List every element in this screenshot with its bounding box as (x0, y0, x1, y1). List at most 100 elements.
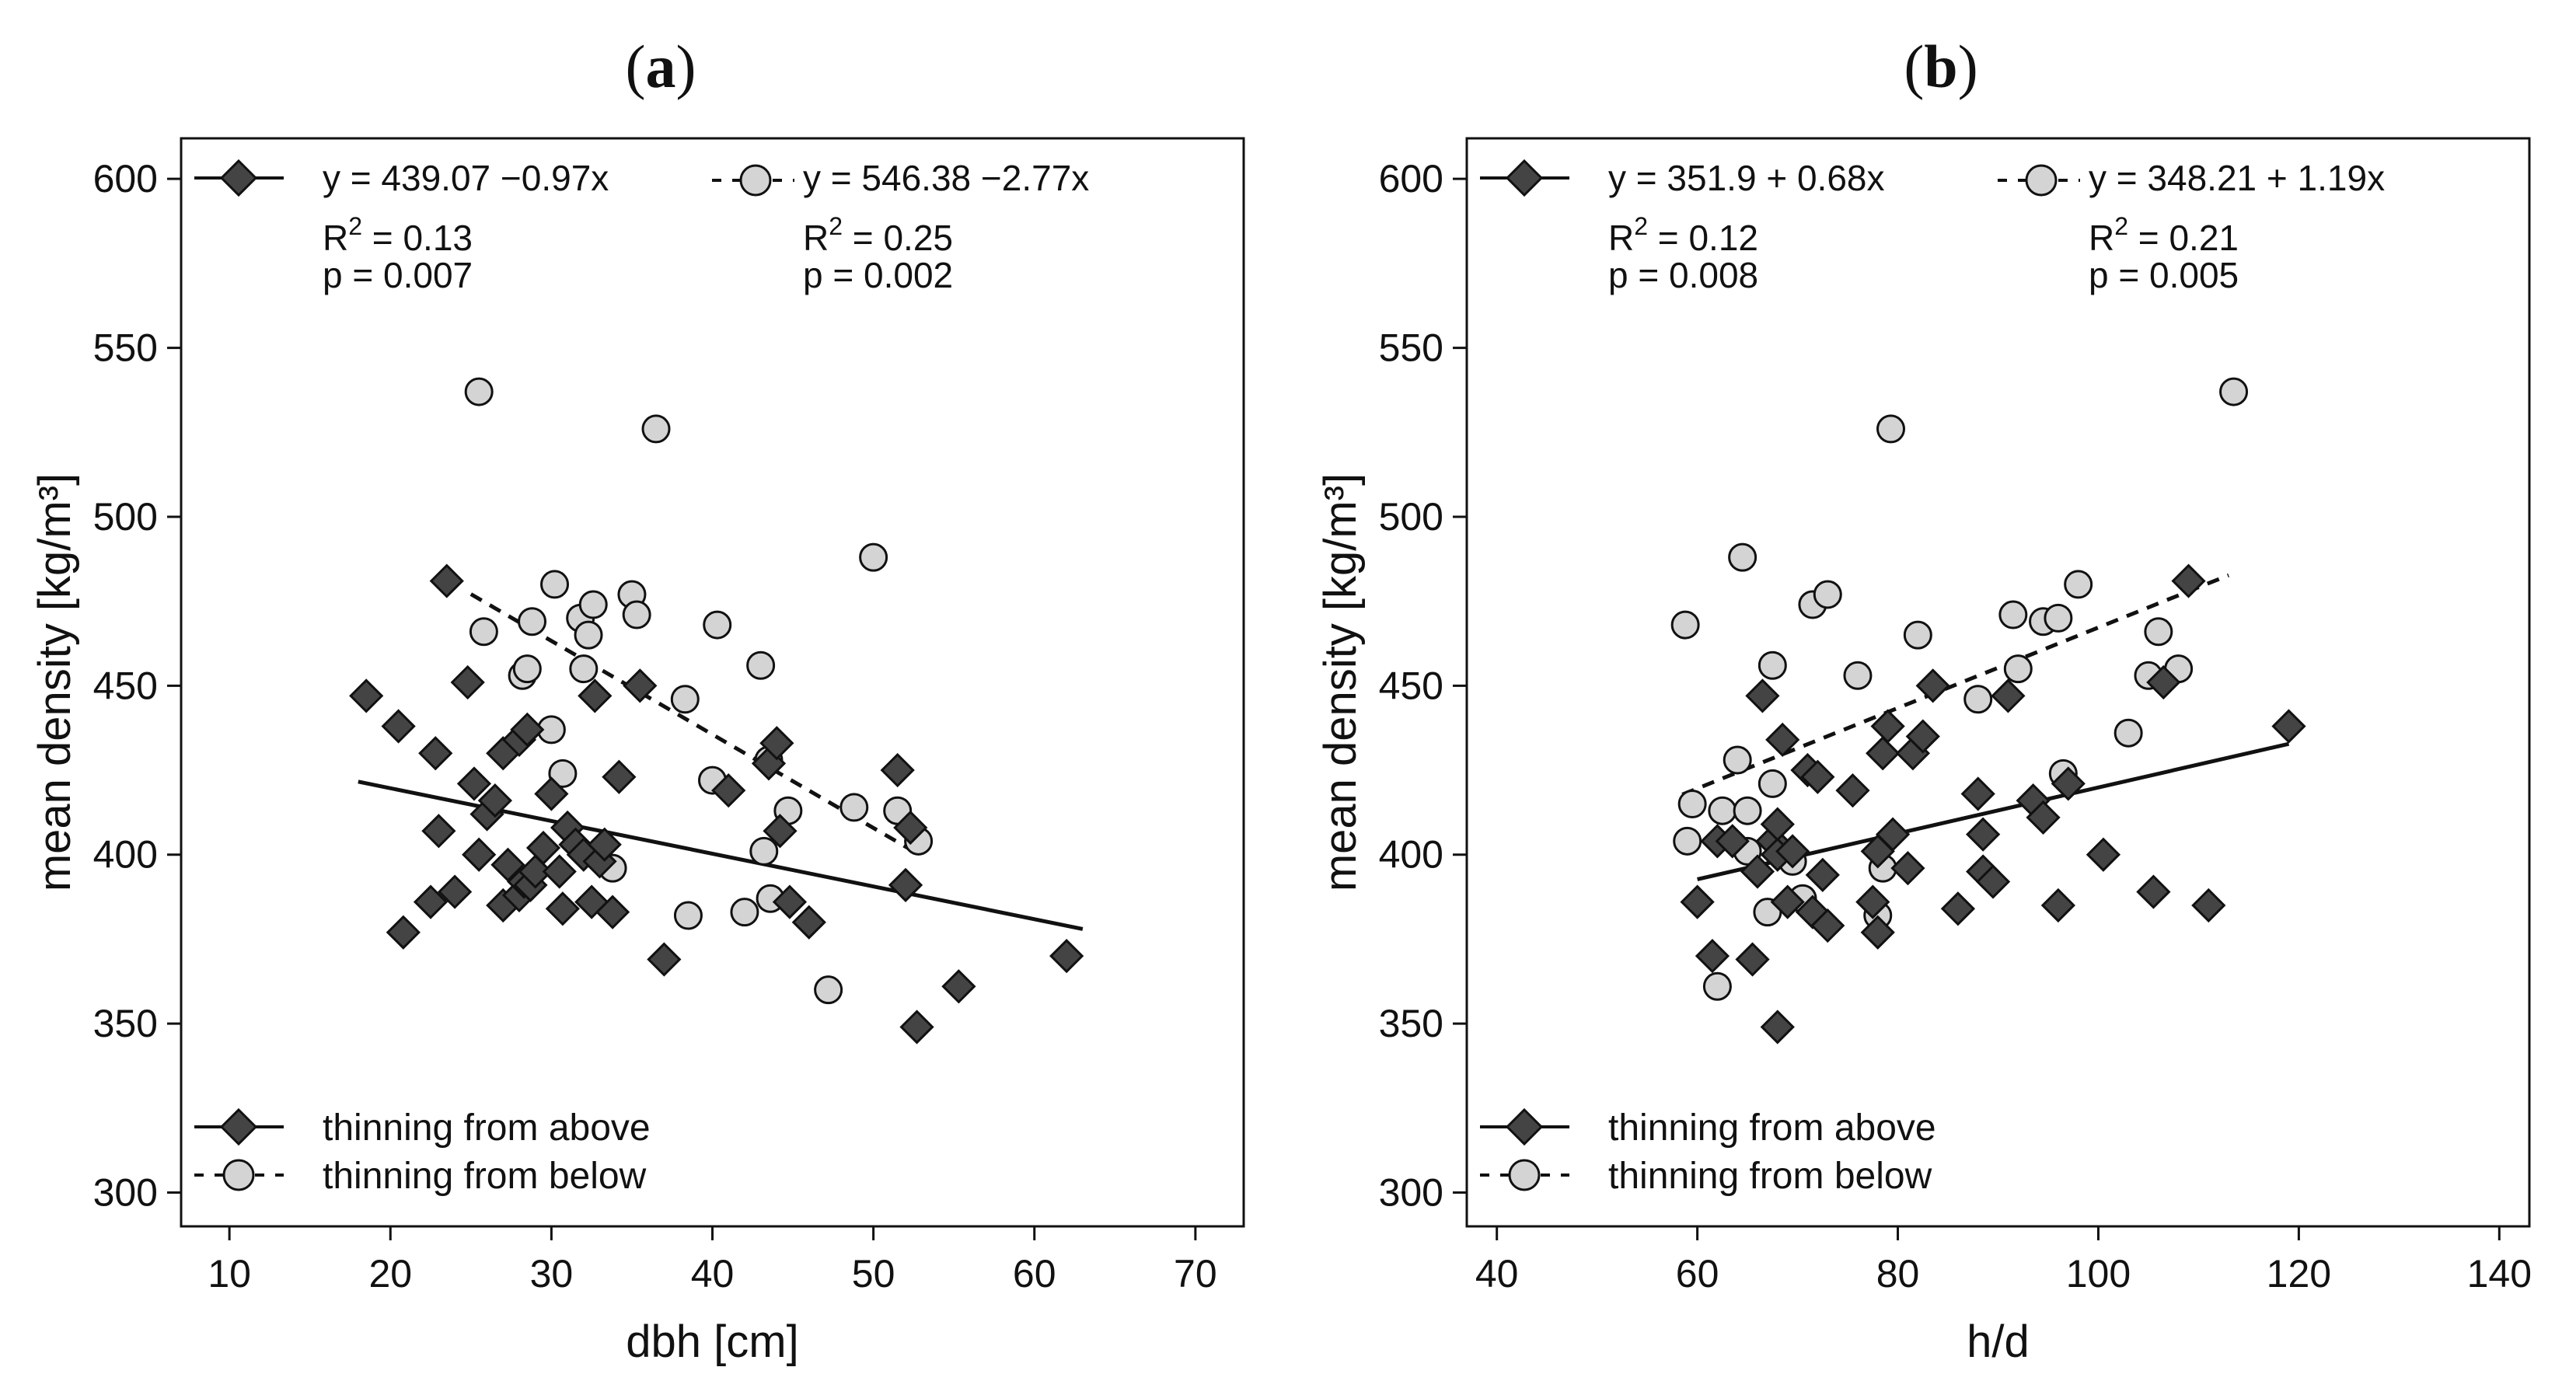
equation-marker-diamond (1505, 159, 1544, 197)
x-tick-label: 80 (1876, 1252, 1920, 1296)
x-tick-label: 140 (2467, 1252, 2532, 1296)
point-thinning-from-above (477, 783, 513, 818)
point-thinning-from-above (1715, 824, 1750, 859)
y-axis-label: mean density [kg/m³] (1315, 473, 1366, 891)
point-thinning-from-above (1745, 678, 1780, 713)
y-tick-label: 350 (93, 1002, 158, 1045)
point-thinning-from-above (1960, 776, 1995, 811)
point-thinning-from-above (456, 766, 492, 801)
x-tick-label: 70 (1174, 1252, 1217, 1296)
y-tick-label: 500 (93, 495, 158, 539)
y-tick-label: 400 (1379, 833, 1443, 877)
r2-thinning-from-above: R2 = 0.13 (323, 212, 473, 258)
chart-panel-a: (a) 300 350 400 450 500 550 600 10 20 30 40 50 60 70 db… (30, 33, 1245, 1367)
r2-thinning-from-below: R2 = 0.21 (2089, 212, 2239, 258)
point-thinning-from-below (746, 650, 776, 680)
y-tick-label: 350 (1379, 1002, 1443, 1045)
x-tick-label: 120 (2267, 1252, 2331, 1296)
x-axis-label: dbh [cm] (626, 1316, 798, 1367)
legend-label-thinning-from-below: thinning from below (323, 1156, 647, 1197)
point-thinning-from-below (1757, 769, 1787, 798)
point-thinning-from-above (2271, 709, 2306, 744)
point-thinning-from-above (418, 736, 453, 771)
x-axis-label: h/d (1967, 1316, 2030, 1367)
point-thinning-from-above (1680, 884, 1715, 919)
x-tick-label: 100 (2066, 1252, 2131, 1296)
point-thinning-from-above (587, 827, 622, 862)
point-thinning-from-below (641, 414, 671, 444)
point-thinning-from-above (1765, 722, 1800, 758)
point-thinning-from-above (1991, 678, 2026, 713)
point-thinning-from-below (2219, 377, 2249, 406)
point-thinning-from-below (1963, 685, 1993, 714)
point-thinning-from-above (413, 884, 449, 919)
point-thinning-from-above (880, 752, 915, 788)
point-thinning-from-below (670, 685, 700, 714)
y-tick-label: 450 (1379, 664, 1443, 707)
point-thinning-from-above (1049, 939, 1084, 974)
point-thinning-from-above (1770, 884, 1805, 919)
point-thinning-from-below (578, 590, 608, 619)
point-thinning-from-above (893, 810, 928, 846)
point-thinning-from-below (1843, 661, 1873, 690)
point-thinning-from-above (791, 905, 826, 940)
point-thinning-from-below (512, 654, 542, 684)
point-thinning-from-above (1775, 834, 1810, 869)
point-thinning-from-above (2040, 888, 2075, 923)
point-thinning-from-above (1966, 817, 2001, 852)
point-thinning-from-above (595, 895, 630, 929)
y-tick-label: 400 (93, 833, 158, 877)
point-thinning-from-above (763, 814, 798, 849)
chart-panel-b: (b) 300 350 400 450 500 550 600 40 60 80 100 120 140 h… (1315, 33, 2532, 1367)
point-thinning-from-above (542, 854, 577, 889)
equation-marker-circle (2025, 164, 2058, 197)
point-thinning-from-above (1695, 939, 1730, 974)
point-thinning-from-below (548, 759, 578, 788)
point-thinning-from-below (730, 898, 759, 927)
legend-marker-circle (1508, 1159, 1541, 1191)
legend: thinning from above thinning from below (194, 1107, 651, 1197)
point-thinning-from-below (1733, 796, 1762, 825)
point-thinning-from-above (1915, 668, 1950, 703)
point-thinning-from-below (2003, 654, 2033, 684)
y-tick-label: 450 (93, 664, 158, 707)
point-thinning-from-above (1800, 759, 1835, 794)
x-tick-label: 40 (691, 1252, 735, 1296)
point-thinning-from-below (673, 901, 703, 930)
x-tick-label: 10 (208, 1252, 251, 1296)
point-thinning-from-above (1875, 817, 1911, 852)
p-value-thinning-from-below: p = 0.005 (2089, 255, 2239, 295)
point-thinning-from-below (1876, 414, 1906, 444)
point-thinning-from-above (1870, 709, 1905, 744)
point-thinning-from-above (1855, 884, 1890, 919)
point-thinning-from-below (1998, 600, 2028, 629)
point-thinning-from-below (2064, 570, 2093, 599)
point-thinning-from-below (464, 377, 494, 406)
y-tick-label: 550 (1379, 326, 1443, 370)
point-thinning-from-above (349, 678, 384, 713)
point-thinning-from-below (814, 975, 843, 1005)
point-thinning-from-above (386, 915, 421, 950)
y-tick-label: 600 (1379, 157, 1443, 201)
point-thinning-from-above (2146, 664, 2181, 700)
equation-thinning-from-above: y = 439.07 −0.97x (323, 158, 609, 198)
point-thinning-from-below (2114, 718, 2143, 748)
point-thinning-from-above (2191, 888, 2226, 923)
point-thinning-from-below (1670, 610, 1700, 640)
point-thinning-from-below (622, 600, 651, 629)
point-thinning-from-below (859, 542, 888, 572)
point-thinning-from-above (602, 759, 637, 794)
point-thinning-from-above (2051, 766, 2086, 801)
point-thinning-from-above (1735, 942, 1770, 977)
plot-frame (1465, 137, 2531, 1228)
point-thinning-from-below (1903, 620, 1932, 650)
equation-thinning-from-above: y = 351.9 + 0.68x (1608, 158, 1885, 198)
x-tick-label: 30 (530, 1252, 574, 1296)
point-thinning-from-above (647, 942, 682, 977)
point-thinning-from-above (2171, 563, 2206, 598)
y-tick-label: 500 (1379, 495, 1443, 539)
point-thinning-from-below (2144, 617, 2173, 647)
x-tick-label: 60 (1676, 1252, 1719, 1296)
plot-frame (180, 137, 1245, 1228)
